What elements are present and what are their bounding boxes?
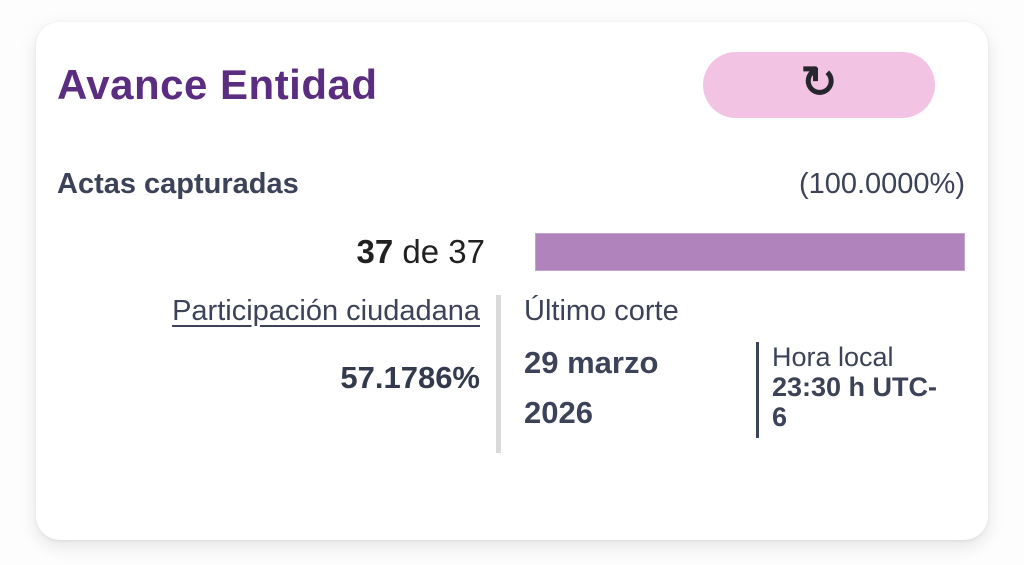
participacion-value: 57.1786% (340, 360, 480, 395)
hora-local-label: Hora local (772, 342, 894, 372)
ultimo-corte-column: Último corte 29 marzo 2026 Hora local 23… (524, 295, 965, 453)
hora-local-time: 23:30 h UTC-6 (772, 372, 938, 432)
page-title: Avance Entidad (57, 61, 378, 108)
card-header: Avance Entidad ↻ (57, 52, 965, 118)
participacion-column: Participación ciudadana 57.1786% (57, 295, 480, 453)
actas-progress-row: 37 de 37 (57, 233, 965, 271)
stats-section: Participación ciudadana 57.1786% Último … (57, 295, 965, 453)
actas-row: Actas capturadas (100.0000%) (57, 168, 965, 201)
ultimo-corte-date: 29 marzo 2026 (524, 345, 659, 430)
actas-percent-value: (100.0000%) (798, 168, 965, 200)
actas-total-count: de 37 (402, 233, 485, 270)
actas-count: 37 de 37 (57, 233, 485, 271)
ultimo-corte-body: 29 marzo 2026 Hora local 23:30 h UTC-6 (524, 338, 965, 438)
actas-progress-bar (535, 233, 965, 271)
actas-captured-count: 37 (356, 233, 394, 270)
participacion-ciudadana-label[interactable]: Participación ciudadana (172, 295, 480, 327)
actas-progress-fill (536, 234, 964, 270)
hora-local-block: Hora local 23:30 h UTC-6 (756, 342, 952, 438)
actas-capturadas-label: Actas capturadas (57, 168, 299, 200)
refresh-button[interactable]: ↻ (703, 52, 935, 118)
avance-entidad-card: Avance Entidad ↻ Actas capturadas (100.0… (36, 22, 988, 540)
ultimo-corte-label: Último corte (524, 295, 679, 327)
column-divider (496, 295, 501, 453)
refresh-icon: ↻ (800, 58, 838, 107)
